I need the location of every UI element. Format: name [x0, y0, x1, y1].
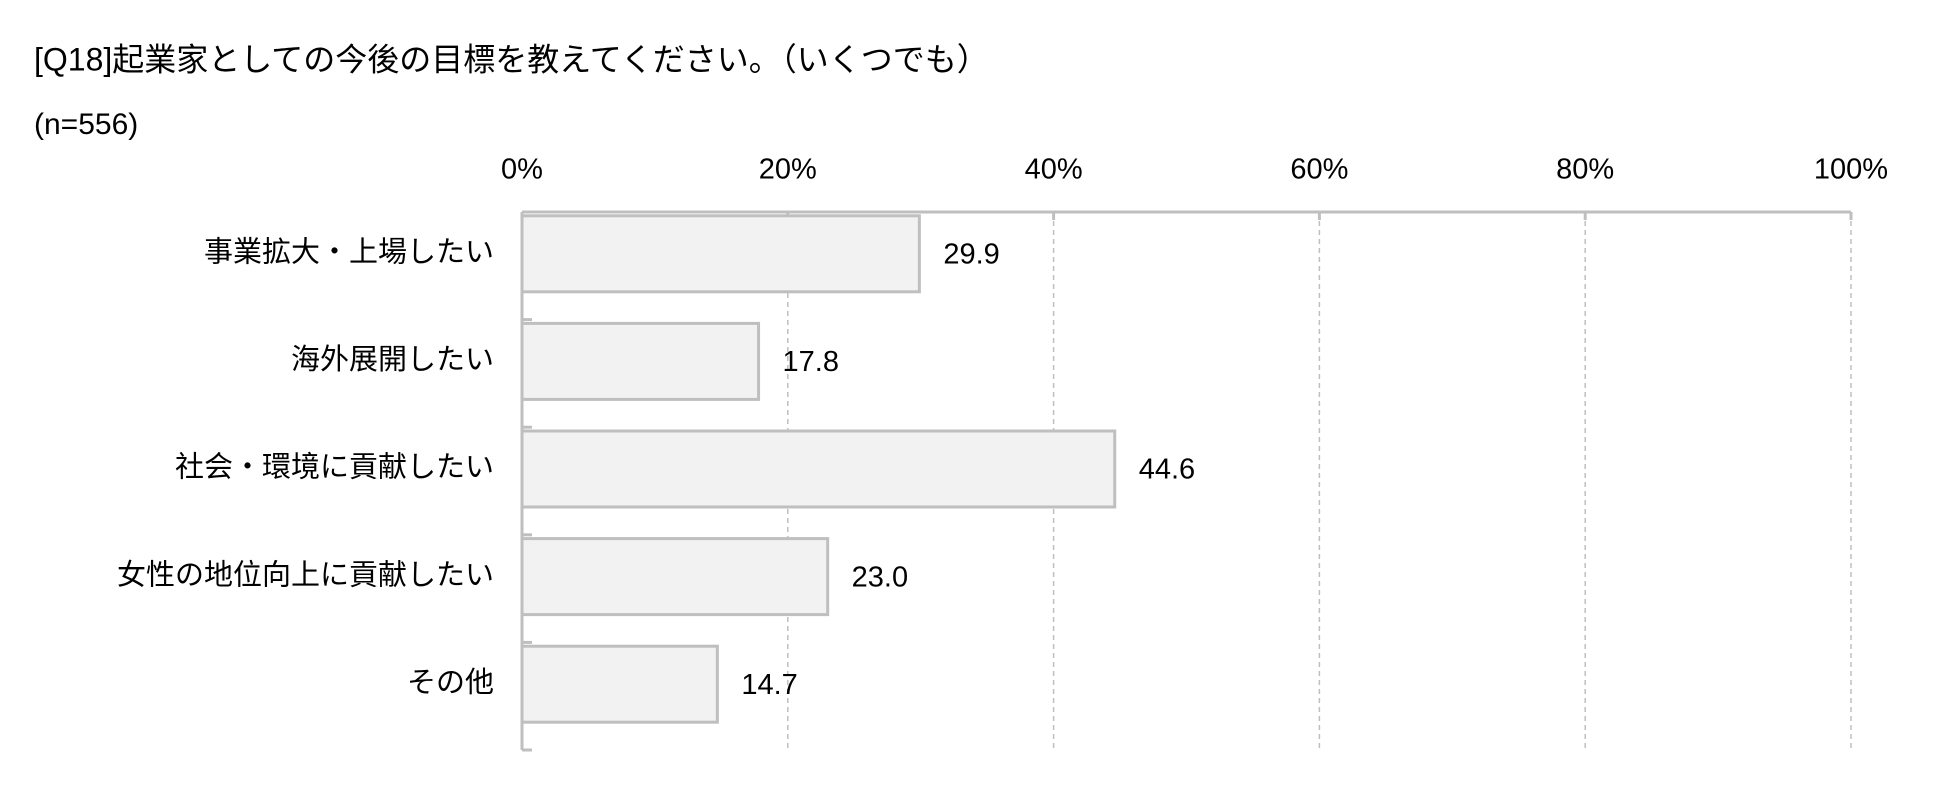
x-tick-label: 20%: [759, 154, 817, 186]
bar: [520, 537, 830, 617]
bar: [520, 429, 1117, 509]
x-tick-label: 0%: [501, 154, 543, 186]
bar: [520, 321, 761, 401]
chart-title: [Q18]起業家としての今後の目標を教えてください。（いくつでも）: [34, 41, 989, 77]
y-tick-label: その他: [407, 666, 494, 699]
bar: [520, 644, 719, 724]
value-label: 14.7: [741, 669, 797, 701]
y-tick-label: 事業拡大・上場したい: [204, 235, 494, 268]
value-label: 29.9: [943, 238, 999, 270]
x-tick-label: 60%: [1290, 154, 1348, 186]
chart-subtitle: (n=556): [34, 108, 138, 141]
x-tick-label: 40%: [1025, 154, 1083, 186]
y-tick-label: 社会・環境に貢献したい: [175, 451, 494, 484]
x-tick-label: 80%: [1556, 154, 1614, 186]
bar: [520, 214, 921, 294]
value-label: 23.0: [852, 561, 908, 593]
x-tick-label: 100%: [1814, 154, 1888, 186]
y-tick-label: 女性の地位向上に貢献したい: [117, 558, 494, 591]
value-label: 44.6: [1139, 454, 1195, 486]
y-tick-label: 海外展開したい: [291, 343, 494, 376]
value-label: 17.8: [783, 346, 839, 378]
